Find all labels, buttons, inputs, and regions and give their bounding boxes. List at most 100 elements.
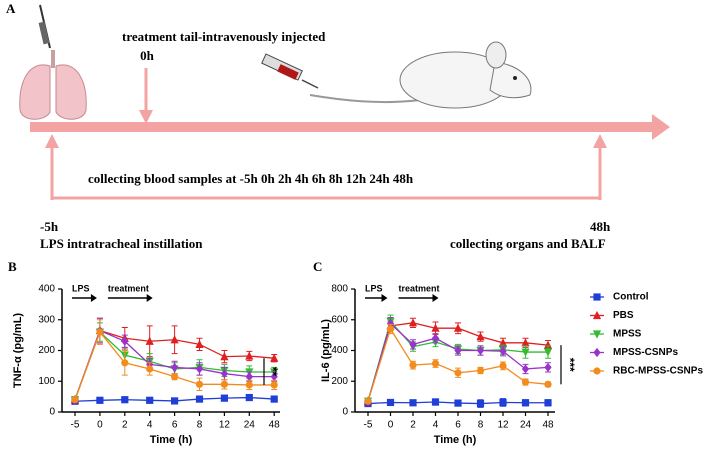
y-tick-label: 300 [38,314,55,325]
y-tick-label: 600 [331,314,348,325]
marker [171,373,179,381]
marker [270,353,279,362]
annotation: treatment [108,283,149,293]
marker [195,395,204,403]
x-tick-label: 2 [410,420,416,431]
marker [96,396,104,404]
marker [121,359,129,367]
marker [195,380,204,388]
marker [171,362,179,373]
marker [476,366,485,375]
x-tick-label: 4 [147,420,153,431]
marker [171,397,179,405]
x-tick-label: 0 [97,420,103,431]
legend-marker [593,367,601,375]
marker [245,381,253,389]
marker [409,339,417,349]
legend-marker [593,347,601,358]
mouse-icon [309,41,532,109]
timeline-arrow [30,122,655,132]
marker [543,348,553,357]
x-tick-label: 24 [244,420,256,431]
marker [146,396,154,404]
marker [409,399,417,407]
marker [386,325,395,333]
marker [454,369,462,377]
x-tick-label: -5 [364,420,373,431]
marker [498,338,508,347]
marker [270,372,278,382]
annotation: LPS [365,283,383,293]
blood-label: collecting blood samples at -5h 0h 2h 4h… [88,171,414,186]
marker [544,362,552,373]
marker [195,339,204,348]
y-tick-label: 200 [331,376,348,387]
marker [170,335,179,344]
x-tick-label: 24 [520,420,532,431]
marker [543,340,553,349]
marker [71,396,79,404]
y-tick-label: 800 [331,284,348,295]
x-axis-label: Time (h) [150,434,193,446]
x-tick-label: 6 [455,420,461,431]
series-line [367,322,549,402]
organs-label: collecting organs and BALF [450,236,606,251]
x-tick-label: 48 [269,420,281,431]
x-tick-label: 0 [388,420,394,431]
end-arrowhead [593,134,607,148]
x-tick-label: 4 [433,420,439,431]
panel-letter: C [313,259,322,274]
marker [454,399,462,407]
annotation-arrowhead [90,294,97,302]
x-axis-label: Time (h) [434,434,477,446]
y-axis-label: IL-6 (pg/mL) [320,319,332,382]
marker [521,364,530,374]
panel-letter: B [8,259,17,274]
treatment-label: treatment tail-intravenously injected [122,29,326,44]
legend-label: RBC-MPSS-CSNPs [613,366,703,377]
annotation-arrowhead [146,294,153,302]
marker [431,323,440,332]
legend-label: MPSS [613,329,642,340]
lps-label: LPS intratracheal instillation [40,236,203,251]
marker [386,398,395,407]
marker [245,372,253,382]
marker [245,393,253,402]
marker [499,362,507,370]
syringe-icon [261,53,319,89]
marker [220,368,228,379]
x-tick-label: -5 [71,420,80,431]
start-label: -5h [40,219,59,234]
marker [521,378,530,386]
marker [499,398,507,407]
panel-letter: A [6,1,16,16]
annotation-arrowhead [432,294,439,302]
y-tick-label: 200 [38,345,55,356]
marker [544,399,552,407]
x-tick-label: 8 [197,420,203,431]
marker [521,348,530,357]
significance-label: ** [266,367,280,377]
marker [431,359,440,368]
timeline-arrowhead [652,114,670,140]
marker [408,318,418,327]
marker [121,336,129,346]
significance-label: *** [563,358,577,372]
marker [220,380,228,388]
marker [476,399,485,408]
annotation: LPS [72,283,90,293]
lungs-icon [19,4,87,120]
marker [476,332,485,341]
marker [431,333,440,343]
legend-marker [592,310,602,320]
marker [270,381,278,389]
marker [499,346,507,356]
marker [409,361,417,369]
x-tick-label: 8 [478,420,484,431]
legend-label: PBS [613,310,634,321]
end-label: 48h [590,219,611,234]
marker [521,399,530,407]
marker [195,364,204,374]
y-tick-label: 0 [49,407,55,418]
marker [220,394,228,402]
